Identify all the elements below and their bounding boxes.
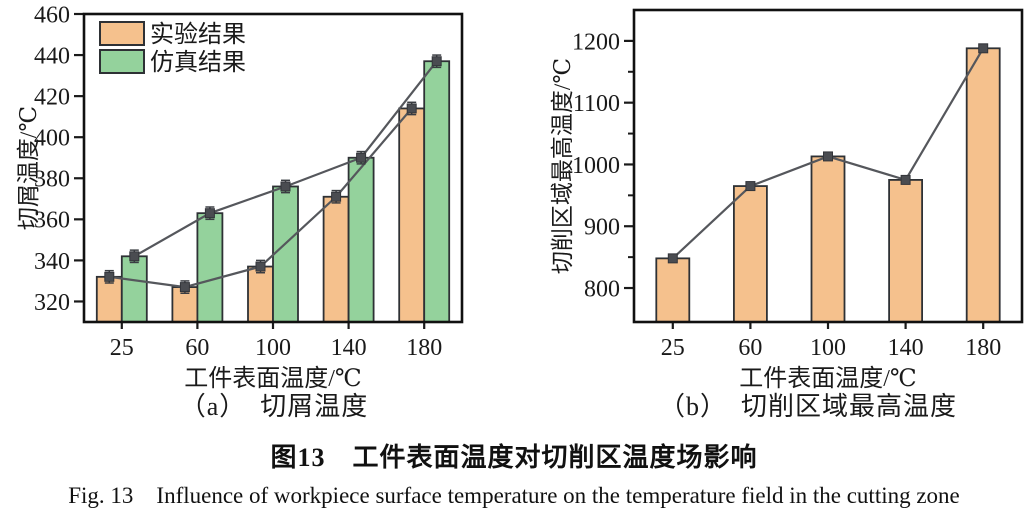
chart-b-max-cutting-zone-temperature: 800 900 1000 1100 1200 25 60 100 140 180 切削区域最高温度/… [514, 0, 1028, 392]
y-tick-label: 320 [34, 290, 70, 316]
bar-实验结果-180 [398, 107, 426, 323]
chart-a-svg: 320 340 360 380 400 420 440 460 25 60 100 140 180 切屑温… [16, 2, 464, 392]
bar-仿真结果-140 [347, 156, 375, 323]
square-marker [204, 208, 215, 219]
square-marker [179, 282, 190, 293]
square-marker [431, 56, 442, 67]
y-axis-label: 切屑温度/℃ [16, 106, 41, 230]
legend-label-实验结果: 实验结果 [150, 21, 246, 48]
y-tick-label: 900 [584, 215, 620, 241]
x-tick-label: 25 [661, 335, 685, 361]
x-tick-label: 180 [406, 335, 442, 361]
markers-仿真结果 [129, 56, 442, 262]
bar-实验结果-180 [965, 47, 1001, 323]
markers-实验结果 [667, 43, 989, 264]
square-marker [823, 151, 833, 162]
bar-仿真结果-100 [272, 185, 299, 323]
y-axis-label: 切削区域最高温度/℃ [550, 58, 575, 274]
figure-caption-chinese: 图13 工件表面温度对切削区温度场影响 [270, 443, 758, 472]
x-tick-label: 140 [331, 335, 367, 361]
bar-实验结果-140 [888, 179, 924, 323]
legend-label-仿真结果: 仿真结果 [150, 49, 246, 76]
axes: 320 340 360 380 400 420 440 460 25 60 100 140 180 切屑温… [16, 2, 442, 392]
chart-a-chip-temperature: 320 340 360 380 400 420 440 460 25 60 100 140 180 切屑温… [0, 0, 514, 392]
square-marker [900, 174, 911, 185]
figure-caption-english: Fig. 13 Influence of workpiece surface t… [68, 483, 960, 508]
square-marker [104, 271, 115, 282]
bar-实验结果-25 [655, 257, 691, 323]
y-tick-label: 1100 [573, 91, 620, 117]
y-tick-label: 400 [34, 126, 70, 152]
bar-仿真结果-180 [423, 60, 451, 323]
plot-frame [82, 12, 464, 324]
bar-实验结果-100 [247, 265, 274, 323]
square-marker [667, 253, 678, 264]
y-tick-label: 800 [584, 276, 620, 302]
chart-b-svg: 800 900 1000 1100 1200 25 60 100 140 180 切削区域最高温度/… [550, 8, 1024, 392]
bar-实验结果-60 [732, 185, 768, 323]
bar-仿真结果-25 [120, 255, 148, 323]
x-tick-label: 180 [965, 335, 1001, 361]
y-tick-label: 460 [34, 2, 70, 28]
square-marker [356, 152, 367, 163]
y-tick-label: 440 [34, 43, 70, 69]
y-tick-label: 340 [34, 249, 70, 275]
bar-实验结果-100 [810, 155, 846, 323]
legend-swatch-实验结果 [99, 21, 145, 46]
bar-仿真结果-60 [196, 212, 224, 323]
x-axis-label: 工件表面温度/℃ [184, 365, 362, 392]
x-axis-label: 工件表面温度/℃ [739, 365, 917, 392]
x-tick-label: 25 [110, 335, 134, 361]
square-marker [745, 181, 756, 192]
y-tick-label: 420 [34, 85, 70, 111]
markers-实验结果 [104, 103, 417, 293]
square-marker [280, 181, 291, 192]
x-tick-label: 140 [888, 335, 924, 361]
y-tick-label: 1200 [572, 29, 620, 55]
legend-swatch-仿真结果 [99, 49, 145, 74]
y-tick-label: 380 [34, 167, 70, 193]
subcaption-b: （b） 切削区域最高温度 [658, 392, 957, 421]
square-marker [406, 103, 417, 114]
y-tick-label: 1000 [572, 153, 620, 179]
x-tick-label: 100 [255, 335, 291, 361]
y-tick-label: 360 [34, 208, 70, 234]
bar-实验结果-25 [95, 275, 123, 323]
x-tick-label: 60 [185, 335, 209, 361]
square-marker [331, 191, 342, 202]
bar-实验结果-140 [322, 195, 350, 323]
x-tick-label: 100 [810, 335, 846, 361]
square-marker [255, 261, 266, 272]
axes: 800 900 1000 1100 1200 25 60 100 140 180 切削区域最高温度/… [550, 29, 1001, 392]
square-marker [978, 43, 989, 54]
plot-frame [632, 8, 1024, 324]
square-marker [129, 251, 140, 262]
x-tick-label: 60 [738, 335, 762, 361]
subcaption-a: （a） 切屑温度 [179, 392, 369, 421]
bars [655, 47, 1001, 323]
